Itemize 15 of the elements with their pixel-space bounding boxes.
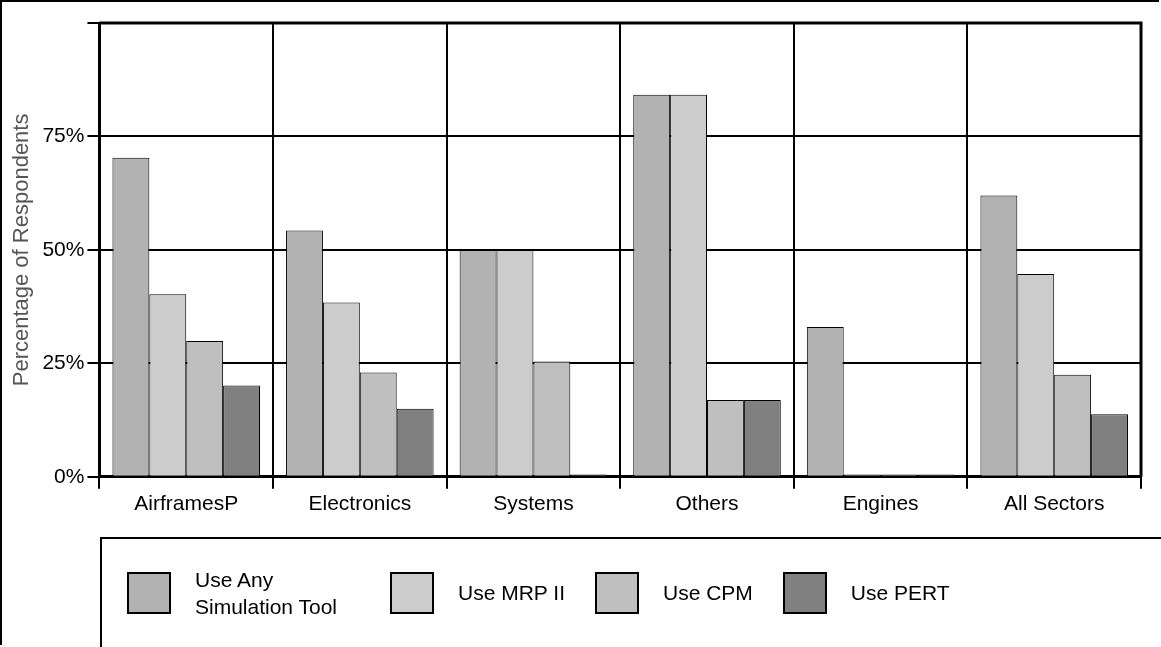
y-tick-label: 0% — [54, 463, 85, 487]
legend-label: Use Any Simulation Tool — [195, 566, 339, 620]
y-tick-label: 75% — [42, 123, 85, 147]
x-tick-label: Systems — [493, 491, 574, 515]
x-tick-label: Engines — [842, 491, 919, 515]
x-tick-label: All Sectors — [1004, 491, 1105, 515]
y-tick-label: 50% — [42, 236, 85, 260]
x-tick-label: AirframesP — [134, 491, 239, 515]
legend-label: Use MRP II — [458, 580, 565, 607]
x-tick-label: Electronics — [308, 491, 412, 515]
y-tick-label: 25% — [42, 350, 85, 374]
legend-label: Use CPM — [662, 580, 753, 607]
y-axis-title: Percentage of Respondents — [8, 113, 34, 387]
legend-label: Use PERT — [850, 580, 950, 607]
x-tick-label: Others — [675, 491, 739, 515]
